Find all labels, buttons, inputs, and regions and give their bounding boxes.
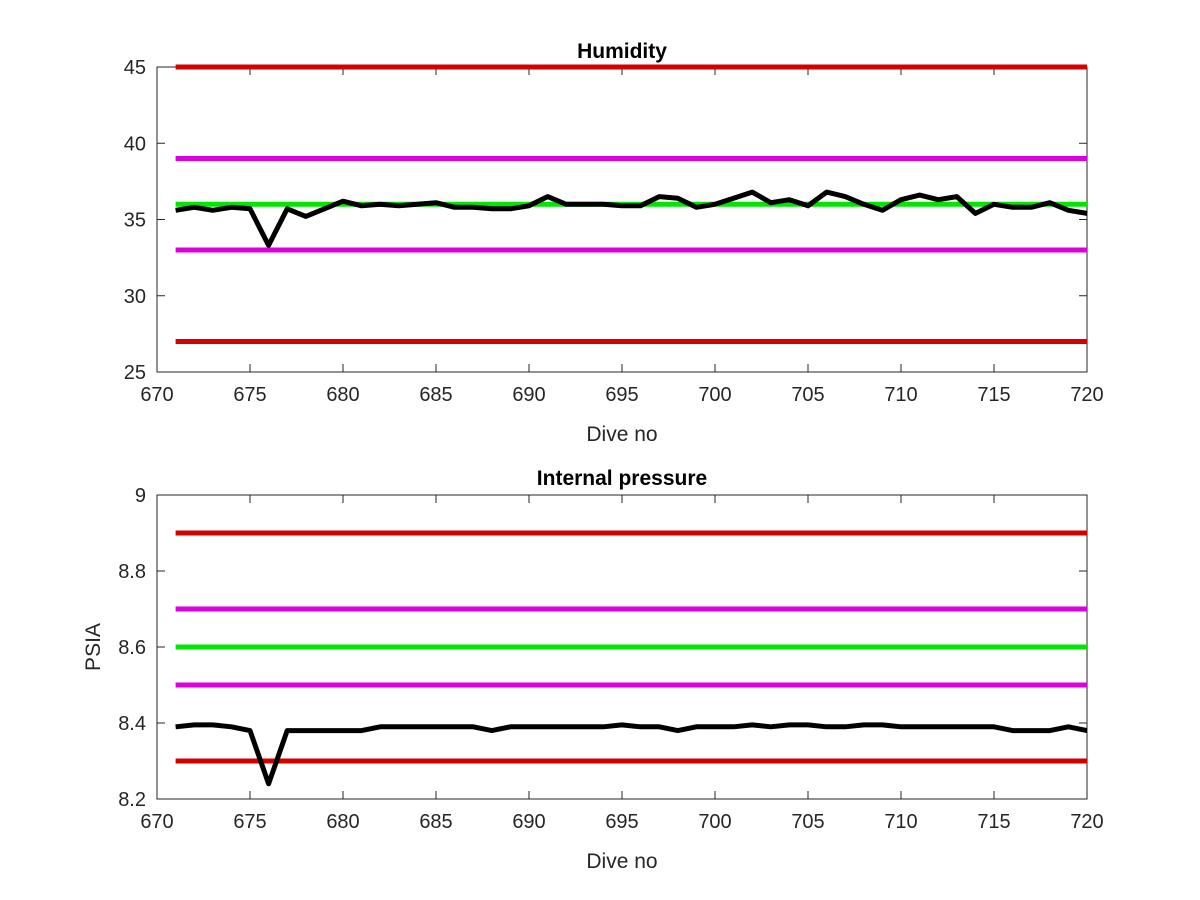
internal-pressure-y-tick-label: 8.4 [118, 713, 146, 735]
humidity-x-tick-label: 690 [512, 384, 545, 406]
internal-pressure-x-tick-label: 720 [1070, 811, 1103, 833]
humidity-plot-area [156, 66, 1088, 373]
internal-pressure-x-tick-label: 690 [512, 811, 545, 833]
humidity-x-tick-label: 705 [791, 384, 824, 406]
internal-pressure-ticks: 670 675 680 685 690 695 700 705 710 715 720 8.2 8.4 8… [118, 485, 1104, 833]
humidity-y-tick-label: 30 [124, 286, 146, 308]
humidity-x-tick-label: 675 [233, 384, 266, 406]
humidity-x-tick-label: 670 [140, 384, 173, 406]
internal-pressure-y-axis-label: PSIA [82, 623, 105, 671]
internal-pressure-y-tick-label: 8.6 [118, 637, 146, 659]
humidity-data-line [175, 189, 1088, 248]
internal-pressure-series [175, 530, 1088, 787]
humidity-series [175, 64, 1088, 344]
humidity-y-tick-label: 40 [124, 133, 146, 155]
humidity-x-tick-label: 710 [884, 384, 917, 406]
internal-pressure-y-tick-label: 8.8 [118, 561, 146, 583]
humidity-x-tick-label: 685 [419, 384, 452, 406]
humidity-x-axis-label: Dive no [586, 423, 657, 446]
humidity-chart: 670 675 680 685 690 695 700 705 710 715 720 25 30 35 4… [124, 40, 1104, 446]
humidity-ticks: 670 675 680 685 690 695 700 705 710 715 720 25 30 35 4… [124, 57, 1104, 406]
internal-pressure-x-tick-label: 670 [140, 811, 173, 833]
internal-pressure-title: Internal pressure [537, 467, 707, 490]
internal-pressure-chart: 670 675 680 685 690 695 700 705 710 715 720 8.2 8.4 8… [82, 467, 1104, 873]
internal-pressure-x-tick-label: 705 [791, 811, 824, 833]
internal-pressure-x-tick-label: 710 [884, 811, 917, 833]
humidity-x-tick-label: 720 [1070, 384, 1103, 406]
internal-pressure-x-tick-label: 675 [233, 811, 266, 833]
humidity-y-tick-label: 25 [124, 362, 146, 384]
internal-pressure-x-tick-label: 685 [419, 811, 452, 833]
humidity-x-tick-label: 695 [605, 384, 638, 406]
humidity-y-tick-label: 45 [124, 57, 146, 79]
humidity-x-tick-label: 715 [977, 384, 1010, 406]
humidity-x-tick-label: 680 [326, 384, 359, 406]
internal-pressure-x-axis-label: Dive no [586, 850, 657, 873]
internal-pressure-x-tick-label: 680 [326, 811, 359, 833]
internal-pressure-x-tick-label: 700 [698, 811, 731, 833]
internal-pressure-x-tick-label: 695 [605, 811, 638, 833]
internal-pressure-x-tick-label: 715 [977, 811, 1010, 833]
internal-pressure-y-tick-label: 8.2 [118, 789, 146, 811]
humidity-title: Humidity [577, 40, 667, 63]
internal-pressure-data-line [175, 722, 1088, 787]
humidity-x-tick-label: 700 [698, 384, 731, 406]
humidity-y-tick-label: 35 [124, 210, 146, 232]
internal-pressure-y-tick-label: 9 [135, 485, 146, 507]
